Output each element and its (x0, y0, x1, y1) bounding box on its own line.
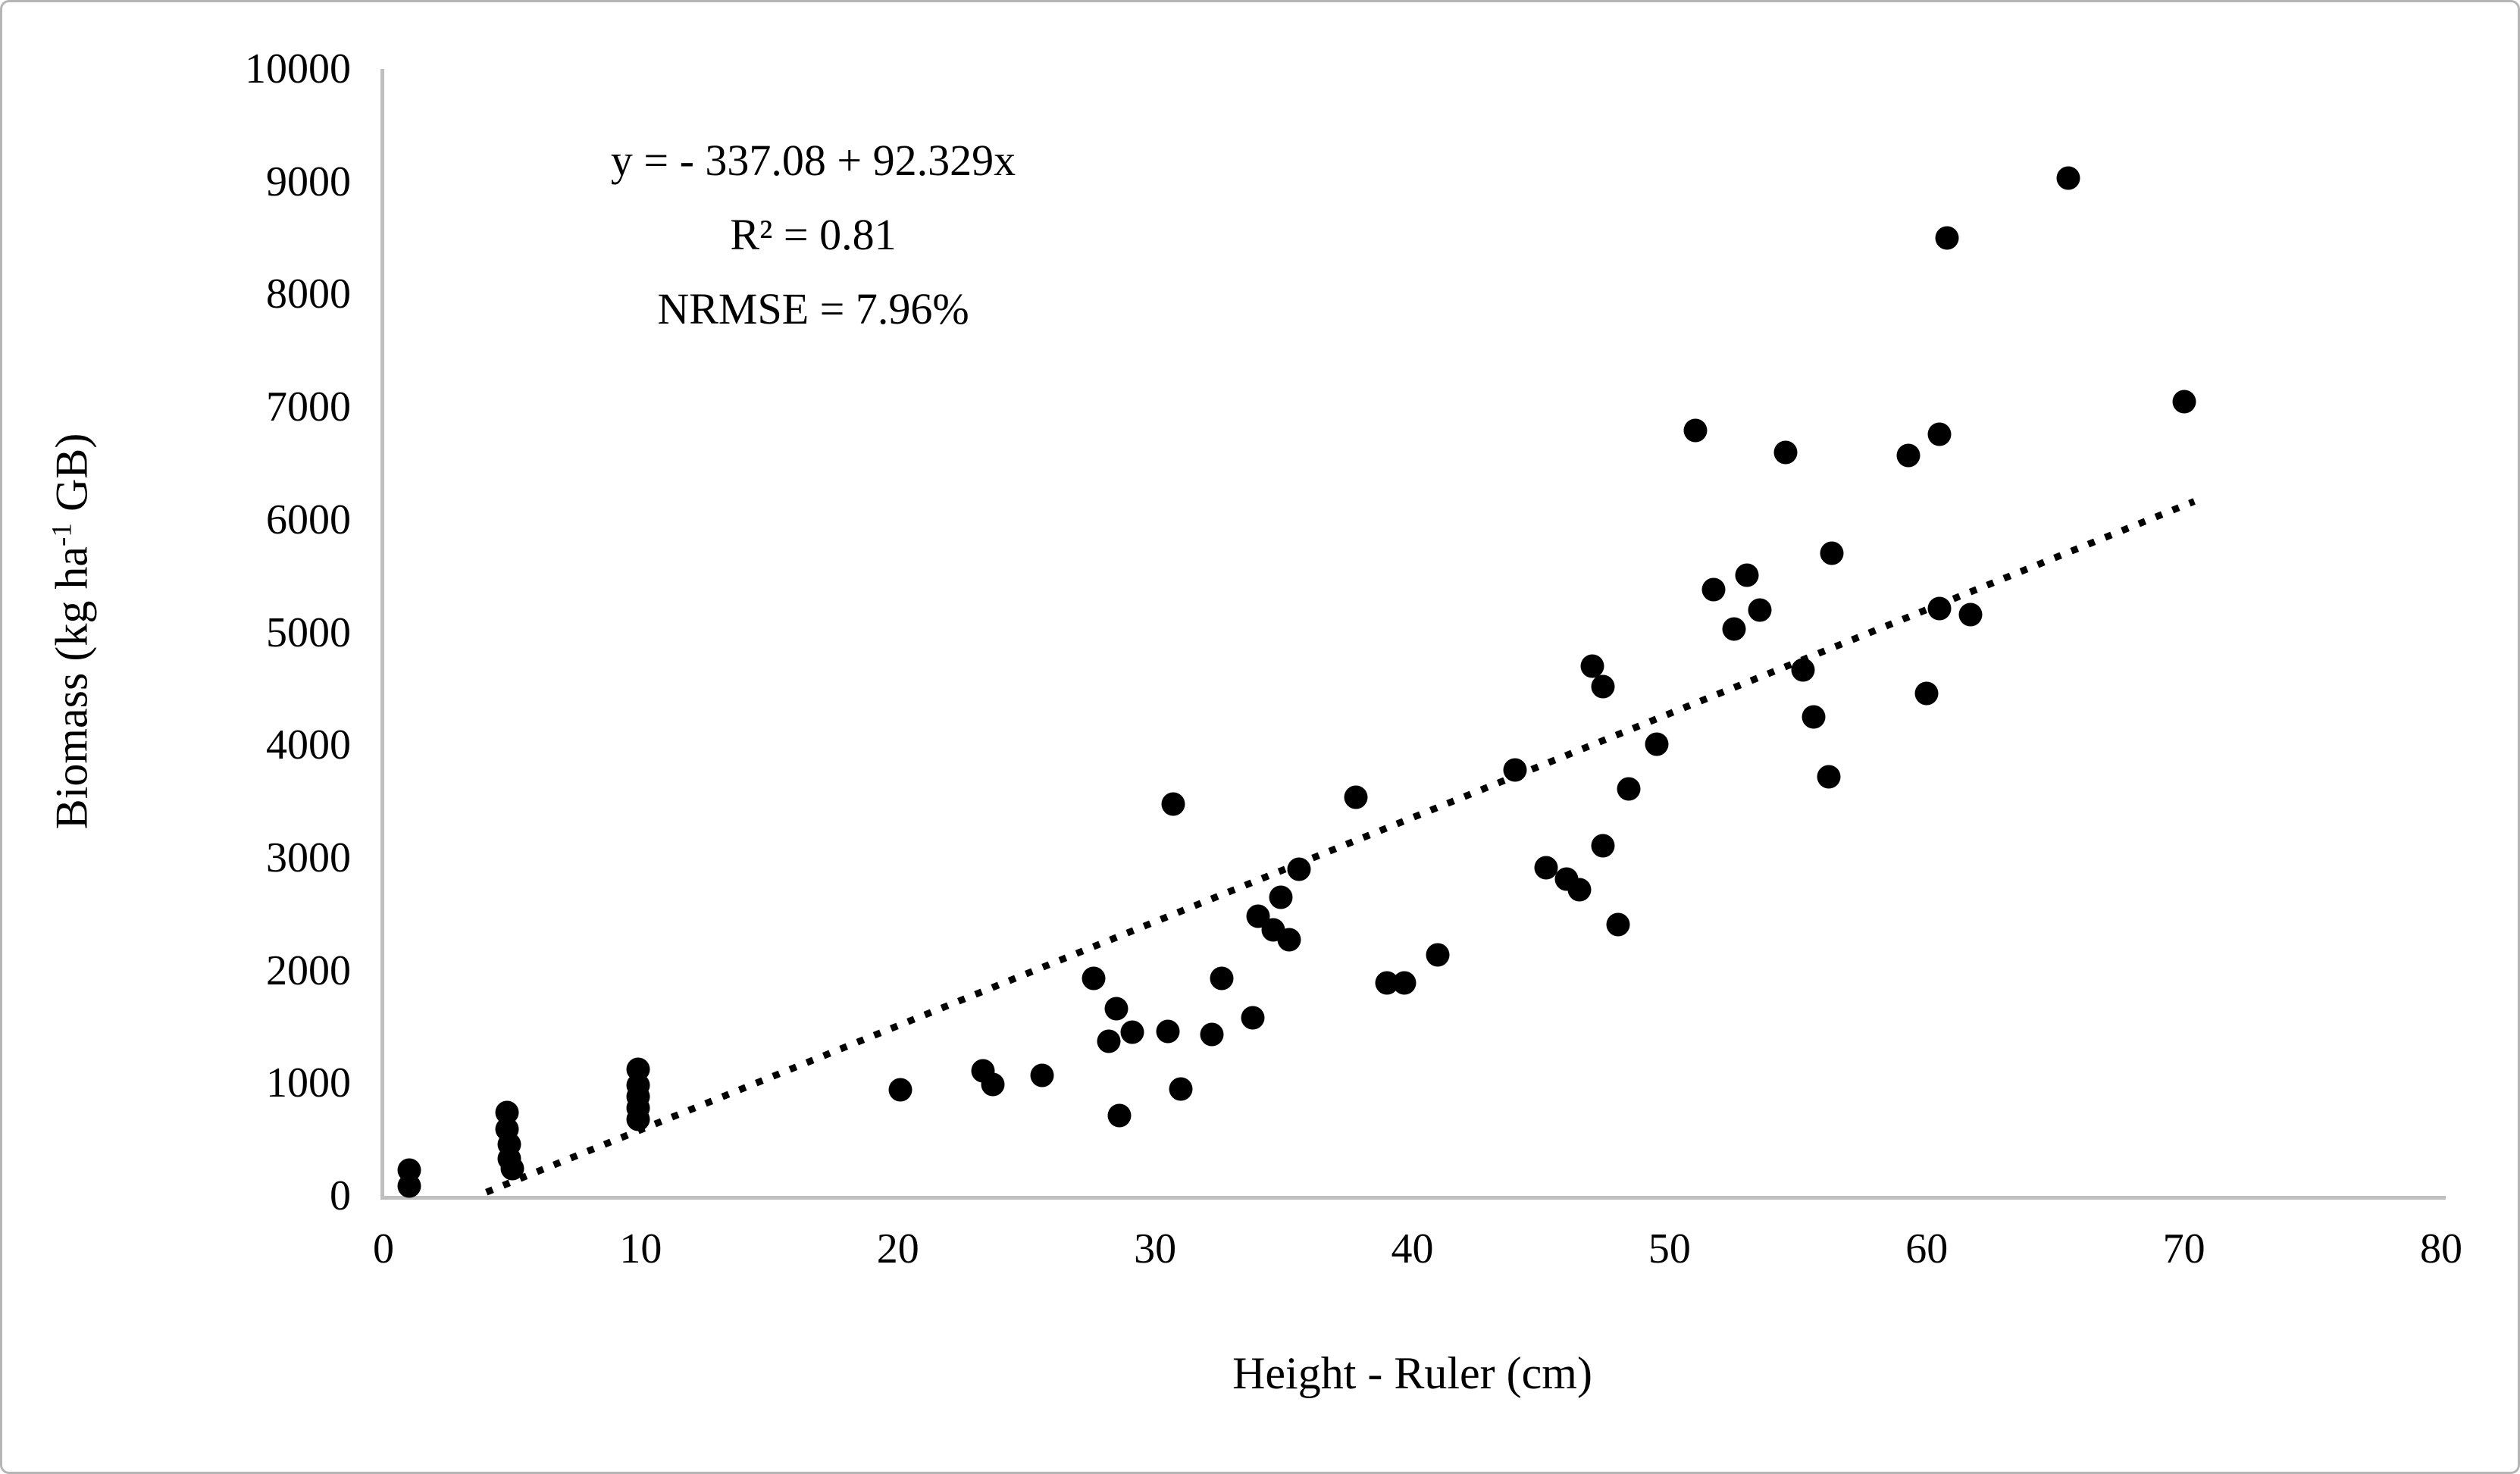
data-point (1161, 792, 1185, 816)
x-tick-label: 60 (1905, 1225, 1949, 1272)
data-point (1935, 226, 1959, 250)
data-point (888, 1078, 913, 1102)
x-tick-label: 70 (2162, 1225, 2205, 1272)
data-point (1277, 928, 1301, 952)
data-point (1820, 541, 1844, 565)
y-tick-label: 2000 (266, 947, 351, 994)
x-tick-label: 40 (1391, 1225, 1434, 1272)
y-tick-label: 7000 (266, 383, 351, 431)
data-point (1392, 971, 1417, 995)
data-point (1802, 705, 1826, 729)
data-point (1097, 1029, 1121, 1053)
y-tick-label: 1000 (266, 1059, 351, 1107)
nrmse-value: NRMSE = 7.96% (657, 284, 969, 333)
data-point (397, 1158, 421, 1182)
data-point (2056, 166, 2080, 190)
r-squared-value: R² = 0.81 (730, 210, 897, 259)
data-point (1580, 654, 1604, 678)
x-tick-label: 0 (373, 1225, 394, 1272)
regression-annotation: y = - 337.08 + 92.329x R² = 0.81 NRMSE =… (423, 124, 1204, 346)
y-tick-label: 4000 (266, 721, 351, 769)
data-point (1683, 418, 1708, 443)
x-tick-label: 30 (1134, 1225, 1177, 1272)
data-point (626, 1107, 650, 1131)
y-axis-line (380, 69, 384, 1200)
y-tick-label: 9000 (266, 158, 351, 205)
data-point (1269, 885, 1293, 909)
data-point (1241, 1006, 1265, 1030)
x-tick-label: 10 (619, 1225, 662, 1272)
y-tick-label: 0 (330, 1172, 351, 1219)
x-axis-title: Height - Ruler (cm) (1232, 1348, 1592, 1398)
data-point (1426, 943, 1450, 967)
data-point (1120, 1020, 1144, 1044)
data-point (1722, 617, 1746, 641)
x-tick-label: 50 (1648, 1225, 1691, 1272)
data-point (1914, 681, 1939, 706)
data-point (2172, 390, 2196, 414)
data-point (1156, 1019, 1180, 1044)
data-point (1200, 1022, 1224, 1047)
data-point (1591, 674, 1615, 699)
data-point (1927, 422, 1952, 446)
plot-area (383, 69, 2441, 1198)
data-point (1896, 443, 1921, 468)
data-point (1748, 598, 1772, 622)
data-point (1534, 856, 1558, 880)
y-axis-title: Biomass (kg ha-1 GB) (46, 433, 99, 830)
data-point (981, 1072, 1005, 1097)
data-point (1169, 1077, 1193, 1101)
data-point (1927, 596, 1952, 621)
y-tick-label: 10000 (245, 45, 351, 92)
y-tick-label: 6000 (266, 496, 351, 543)
y-axis-title-text: Biomass (kg ha (46, 546, 97, 830)
data-point (1104, 997, 1129, 1021)
data-point (1567, 878, 1592, 902)
y-tick-label: 8000 (266, 271, 351, 318)
x-tick-label: 20 (876, 1225, 919, 1272)
data-point (1645, 732, 1669, 756)
data-point (1082, 966, 1106, 990)
y-tick-label: 5000 (266, 609, 351, 656)
x-axis-line (380, 1196, 2446, 1200)
data-point (1344, 785, 1368, 809)
y-axis-title-unit: GB) (46, 433, 97, 524)
data-point (1030, 1063, 1054, 1088)
data-point (1287, 857, 1311, 881)
data-point (1791, 658, 1815, 682)
x-tick-label: 80 (2420, 1225, 2462, 1272)
data-point (1503, 758, 1527, 782)
data-point (1817, 765, 1841, 789)
data-point (500, 1156, 524, 1181)
data-point (1210, 966, 1234, 990)
y-tick-label: 3000 (266, 834, 351, 881)
data-point (1701, 577, 1726, 602)
data-point (1606, 912, 1630, 937)
data-point (1773, 440, 1798, 465)
data-point (1591, 834, 1615, 858)
data-point (1107, 1103, 1132, 1128)
data-point (1958, 602, 1983, 627)
data-point (1735, 563, 1759, 587)
regression-equation: y = - 337.08 + 92.329x (610, 136, 1016, 185)
data-point (1617, 777, 1641, 801)
y-axis-title-superscript: -1 (46, 523, 78, 547)
